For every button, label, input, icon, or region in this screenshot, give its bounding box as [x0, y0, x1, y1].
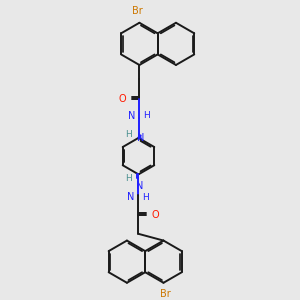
- Text: Br: Br: [132, 6, 143, 16]
- Text: H: H: [143, 111, 150, 120]
- Text: H: H: [125, 174, 132, 183]
- Text: N: N: [128, 111, 136, 121]
- Text: N: N: [137, 133, 145, 142]
- Text: O: O: [152, 210, 160, 220]
- Text: N: N: [136, 181, 144, 190]
- Text: H: H: [142, 193, 149, 202]
- Text: Br: Br: [160, 290, 171, 299]
- Text: N: N: [127, 192, 135, 203]
- Text: O: O: [118, 94, 126, 103]
- Text: H: H: [125, 130, 132, 139]
